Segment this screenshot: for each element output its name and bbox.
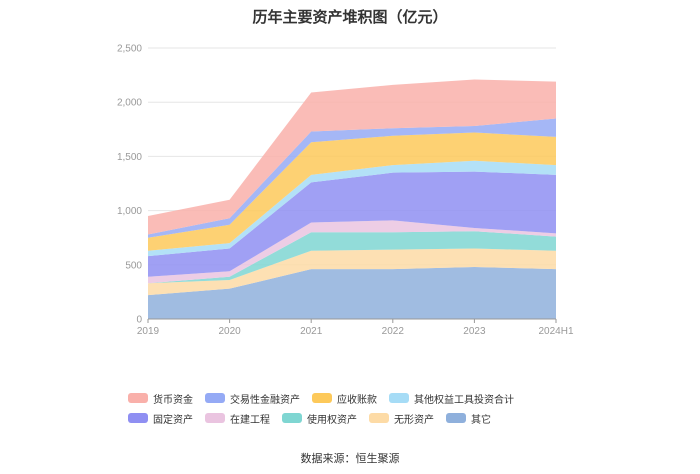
legend-swatch [205, 393, 225, 403]
x-tick-label: 2019 [137, 326, 160, 337]
legend-label: 货币资金 [153, 394, 193, 406]
x-tick-label: 2024H1 [538, 326, 573, 337]
area-series-group [148, 79, 556, 319]
legend-item[interactable]: 应收账款 [312, 390, 377, 406]
axes: 0 500 1,000 1,500 2,000 2,500 2019 2020 2021 2022… [117, 44, 574, 338]
legend-swatch [205, 413, 225, 423]
y-tick-label: 500 [125, 260, 142, 271]
legend-item[interactable]: 在建工程 [205, 410, 270, 426]
legend-label: 交易性金融资产 [230, 394, 300, 406]
y-tick-label: 2,000 [117, 98, 142, 109]
area-series-0 [148, 266, 556, 319]
legend-label: 使用权资产 [307, 414, 357, 426]
x-tick-label: 2020 [218, 326, 241, 337]
y-tick-label: 0 [136, 315, 142, 326]
legend-swatch [282, 413, 302, 423]
legend-swatch [446, 413, 466, 423]
area-series-2 [148, 231, 556, 284]
y-tick-label: 1,000 [117, 206, 142, 217]
area-series-8 [148, 79, 556, 235]
legend-label: 无形资产 [394, 414, 434, 426]
x-tick-label: 2021 [300, 326, 323, 337]
y-tick-label: 2,500 [117, 44, 142, 55]
legend-item[interactable]: 其它 [446, 410, 491, 426]
legend-item[interactable]: 固定资产 [128, 410, 193, 426]
area-series-3 [148, 220, 556, 284]
legend-swatch [369, 413, 389, 423]
legend-item[interactable]: 使用权资产 [282, 410, 357, 426]
area-series-4 [148, 171, 556, 277]
area-series-7 [148, 118, 556, 238]
legend-swatch [128, 413, 148, 423]
y-tick-label: 1,500 [117, 152, 142, 163]
area-series-6 [148, 132, 556, 251]
legend-label: 在建工程 [230, 414, 270, 426]
legend-item[interactable]: 无形资产 [369, 410, 434, 426]
chart-title: 历年主要资产堆积图（亿元） [252, 9, 448, 26]
x-tick-label: 2022 [382, 326, 405, 337]
legend-label: 其它 [471, 414, 491, 426]
legend-item[interactable]: 货币资金 [128, 390, 193, 406]
x-tick-label: 2023 [463, 326, 486, 337]
legend: 货币资金 交易性金融资产 应收账款 其他权益工具投资合计固定资产 在建工程 使用权资产 无形… [128, 390, 588, 426]
legend-item[interactable]: 其他权益工具投资合计 [389, 390, 514, 406]
area-series-5 [148, 160, 556, 257]
legend-label: 应收账款 [337, 394, 377, 406]
data-source: 数据来源：恒生聚源 [300, 453, 400, 465]
legend-label: 固定资产 [153, 414, 193, 426]
legend-swatch [389, 393, 409, 403]
legend-item[interactable]: 交易性金融资产 [205, 390, 300, 406]
legend-swatch [312, 393, 332, 403]
legend-swatch [128, 393, 148, 403]
area-series-1 [148, 248, 556, 296]
legend-label: 其他权益工具投资合计 [414, 394, 514, 406]
